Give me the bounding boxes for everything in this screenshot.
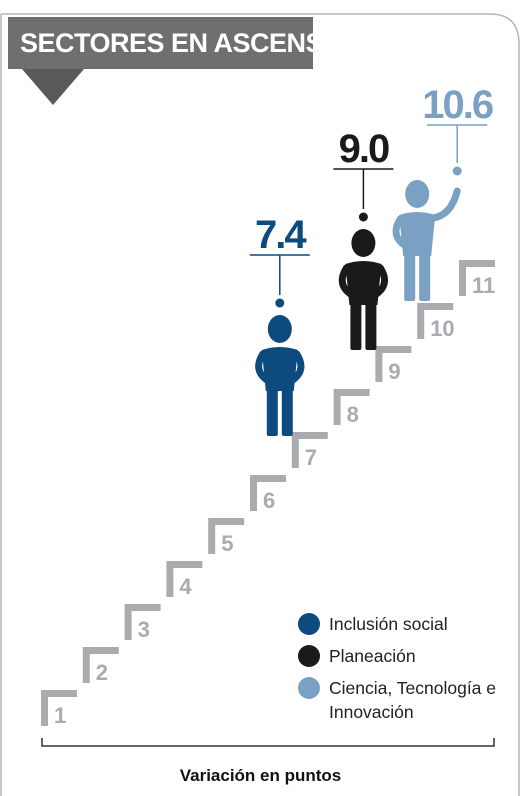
value-marker-2 — [452, 166, 462, 176]
person-icon-0 — [255, 315, 305, 436]
step-5 — [208, 518, 245, 554]
legend-dot-ciencia — [298, 677, 320, 699]
step-label-7: 7 — [305, 445, 317, 470]
value-label-2: 10.6 — [422, 83, 493, 127]
step-label-9: 9 — [388, 359, 400, 384]
legend-item-ciencia: Ciencia, Tecnología e Innovación — [298, 676, 513, 724]
step-8 — [333, 389, 370, 425]
header-banner: SECTORES EN ASCENSO — [8, 17, 344, 69]
legend-label-inclusion: Inclusión social — [329, 614, 448, 634]
legend-item-inclusion: Inclusión social — [298, 612, 513, 636]
value-label-0: 7.4 — [255, 213, 307, 257]
step-11 — [459, 260, 495, 296]
step-label-8: 8 — [347, 402, 359, 427]
legend-label-ciencia-2: Innovación — [329, 702, 414, 722]
step-7 — [291, 432, 328, 468]
step-4 — [166, 561, 203, 597]
value-marker-0 — [275, 298, 285, 308]
legend-label-planeacion: Planeación — [329, 646, 416, 666]
x-axis-label: Variación en puntos — [179, 766, 342, 785]
banner-fold — [22, 69, 84, 105]
legend-dot-planeacion — [298, 645, 320, 667]
step-label-1: 1 — [54, 703, 66, 728]
step-1 — [41, 690, 77, 726]
step-label-5: 5 — [221, 531, 233, 556]
step-label-6: 6 — [263, 488, 275, 513]
step-2 — [82, 647, 119, 683]
legend: Inclusión social Planeación Ciencia, Tec… — [298, 612, 513, 732]
legend-label-ciencia: Ciencia, Tecnología e — [329, 678, 497, 698]
step-3 — [124, 604, 161, 640]
step-9 — [375, 346, 412, 382]
person-icon-2 — [392, 180, 461, 301]
step-label-3: 3 — [138, 617, 150, 642]
step-label-2: 2 — [96, 660, 108, 685]
legend-dot-inclusion — [298, 613, 320, 635]
step-label-11: 11 — [472, 273, 495, 298]
page-title: SECTORES EN ASCENSO — [20, 28, 344, 58]
person-icon-1 — [338, 229, 389, 350]
step-label-10: 10 — [430, 316, 454, 341]
legend-item-planeacion: Planeación — [298, 644, 513, 668]
step-10 — [417, 303, 454, 339]
x-axis-bracket — [41, 738, 495, 747]
value-label-1: 9.0 — [339, 127, 389, 171]
step-6 — [250, 475, 286, 511]
step-label-4: 4 — [179, 574, 192, 599]
value-marker-1 — [358, 212, 368, 222]
